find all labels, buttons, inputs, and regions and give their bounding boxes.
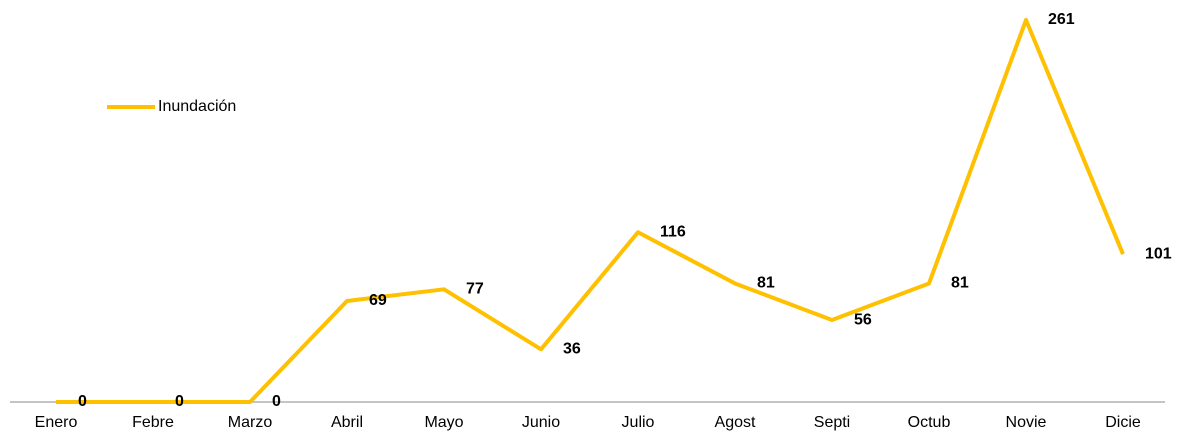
data-label: 0 <box>272 393 281 410</box>
data-label: 69 <box>369 292 387 309</box>
x-tick-label: Mayo <box>424 414 463 431</box>
x-tick-label: Febre <box>132 414 174 431</box>
data-label: 116 <box>660 223 686 240</box>
data-label: 0 <box>78 393 87 410</box>
legend-label: Inundación <box>158 98 236 115</box>
data-label: 261 <box>1048 11 1075 28</box>
data-label: 0 <box>175 393 184 410</box>
data-label: 101 <box>1145 245 1172 262</box>
x-tick-label: Junio <box>522 414 560 431</box>
x-tick-label: Dicie <box>1105 414 1141 431</box>
x-tick-label: Novie <box>1006 414 1047 431</box>
data-label: 81 <box>757 275 775 292</box>
data-label: 81 <box>951 275 969 292</box>
x-tick-label: Abril <box>331 414 363 431</box>
data-label: 36 <box>563 341 581 358</box>
x-tick-label: Julio <box>622 414 655 431</box>
data-label: 56 <box>854 311 872 328</box>
data-label: 77 <box>466 281 484 298</box>
x-tick-label: Octub <box>908 414 951 431</box>
x-tick-label: Enero <box>35 414 78 431</box>
x-tick-label: Septi <box>814 414 850 431</box>
x-tick-label: Agost <box>715 414 756 431</box>
series-line <box>56 18 1125 404</box>
x-tick-label: Marzo <box>228 414 273 431</box>
